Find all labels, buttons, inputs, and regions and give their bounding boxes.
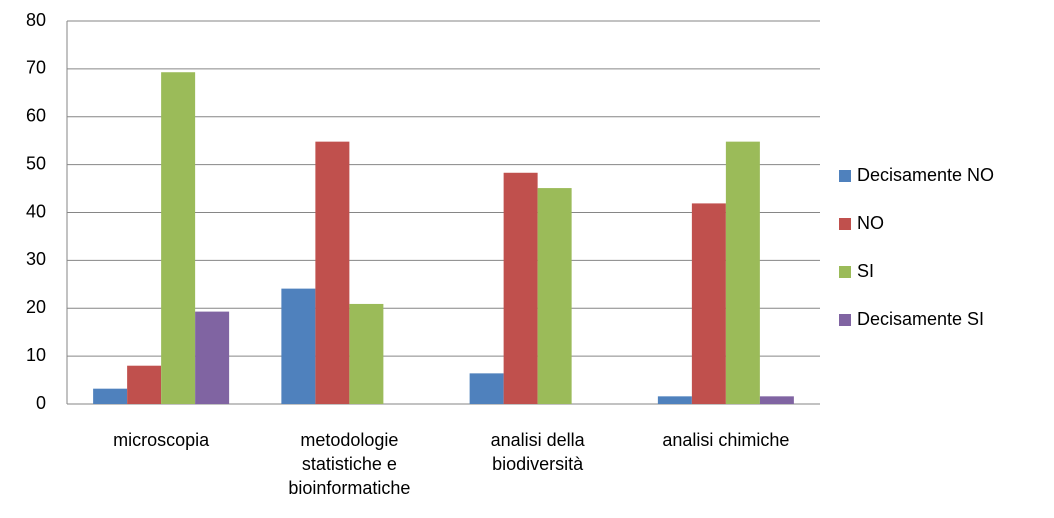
x-tick-label: microscopia <box>113 430 210 450</box>
x-tick-label: analisi della biodiversità <box>490 430 585 474</box>
y-tick-label: 20 <box>26 297 46 317</box>
x-tick-label: metodologie statistiche e bioinformatich… <box>288 430 411 498</box>
bar <box>503 172 538 404</box>
y-tick-label: 60 <box>26 106 46 126</box>
y-tick-label: 40 <box>26 201 46 221</box>
legend-label: Decisamente NO <box>857 165 994 185</box>
y-tick-label: 50 <box>26 153 46 173</box>
y-tick-label: 70 <box>26 58 46 78</box>
bar <box>161 72 196 404</box>
y-tick-label: 30 <box>26 249 46 269</box>
bar <box>281 288 316 404</box>
bar <box>127 365 162 404</box>
bar <box>537 188 572 404</box>
x-tick-label: analisi chimiche <box>662 430 790 450</box>
legend-swatch <box>839 266 851 278</box>
legend-swatch <box>839 314 851 326</box>
legend-label: Decisamente SI <box>857 309 984 329</box>
legend-label: SI <box>857 261 874 281</box>
bar <box>691 203 726 404</box>
legend-swatch <box>839 170 851 182</box>
legend-label: NO <box>857 213 884 233</box>
bar <box>315 141 350 404</box>
bar <box>725 141 760 404</box>
bar <box>759 396 794 404</box>
y-tick-label: 10 <box>26 345 46 365</box>
bar <box>349 303 384 404</box>
legend-swatch <box>839 218 851 230</box>
bar <box>195 311 230 404</box>
bar <box>93 388 128 404</box>
y-tick-label: 80 <box>26 10 46 30</box>
y-tick-label: 0 <box>36 393 46 413</box>
bar <box>469 373 504 404</box>
bar <box>657 396 692 404</box>
